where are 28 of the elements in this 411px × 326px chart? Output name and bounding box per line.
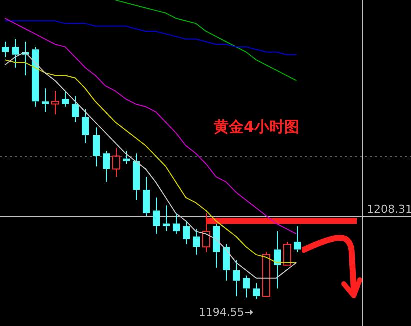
candlestick — [42, 88, 50, 113]
candlestick — [172, 212, 180, 235]
candlestick — [232, 260, 240, 298]
text: 黄金4小时图 — [214, 118, 300, 137]
candlestick — [51, 90, 60, 116]
candlestick — [132, 153, 140, 201]
candlestick — [112, 148, 121, 178]
candlestick — [82, 108, 90, 144]
candlestick — [122, 150, 130, 164]
candlestick — [102, 150, 110, 183]
candlestick — [274, 231, 282, 290]
candlestick — [72, 96, 80, 123]
candlestick — [32, 46, 40, 108]
candlestick — [162, 205, 170, 232]
candlestick — [142, 176, 150, 216]
text: 1194.55 — [198, 306, 244, 320]
candlestick — [212, 223, 220, 268]
candlestick — [242, 275, 250, 298]
candlestick — [2, 41, 10, 58]
candlestick — [192, 228, 200, 256]
candlestick — [252, 283, 260, 300]
candlestick — [152, 197, 160, 235]
candlestick — [294, 226, 302, 253]
candlestick — [182, 220, 190, 246]
candlestick — [222, 244, 230, 282]
candlestick — [12, 38, 20, 68]
candlestick — [62, 90, 70, 108]
candlestick — [92, 127, 100, 168]
